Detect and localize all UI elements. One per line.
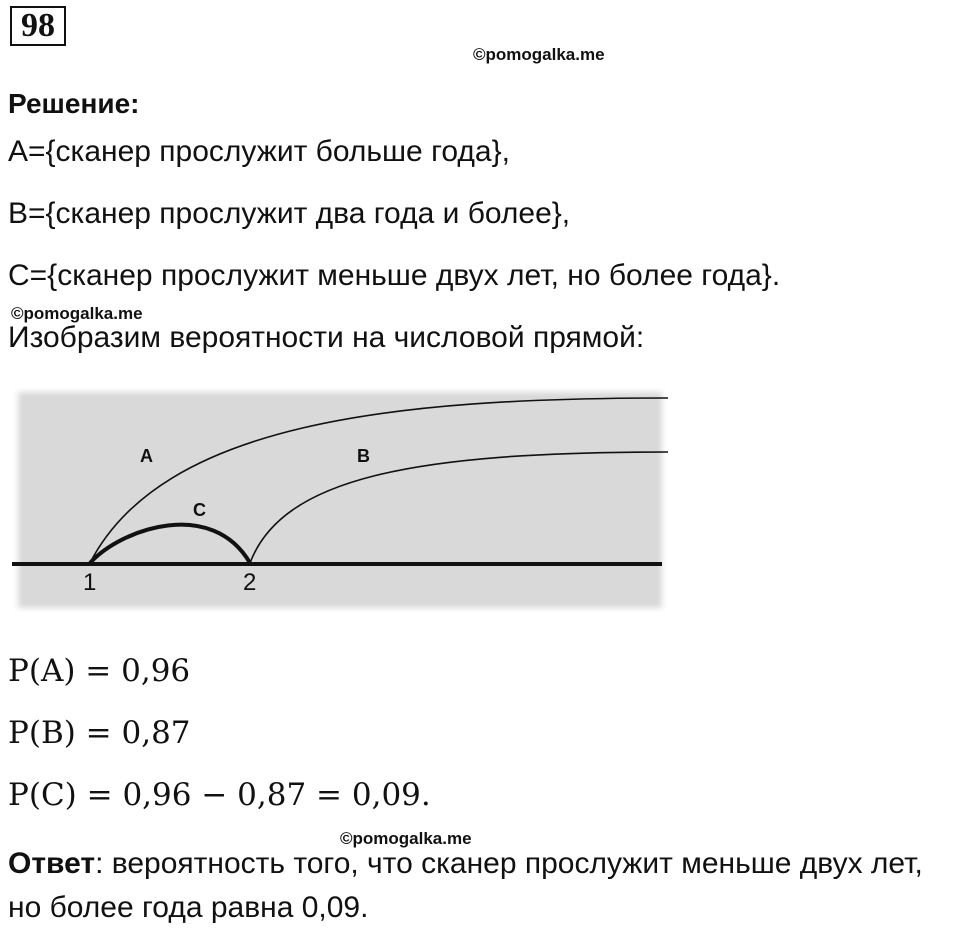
arc-b <box>249 451 668 564</box>
answer-label: Ответ <box>8 847 96 880</box>
arc-label-a: A <box>140 446 153 466</box>
arc-a <box>89 397 668 564</box>
watermark: ©pomogalka.me <box>340 829 472 848</box>
watermark: ©pomogalka.me <box>11 304 143 323</box>
number-line-diagram: A B C 1 2 <box>12 392 668 608</box>
answer: Ответ: вероятность того, что сканер прос… <box>8 842 953 930</box>
event-b-definition: B={сканер прослужит два года и более}, <box>8 197 571 230</box>
arc-c <box>88 522 252 565</box>
event-a-definition: A={сканер прослужит больше года}, <box>8 135 510 168</box>
formula-pa: P(A) = 0,96 <box>8 653 191 689</box>
diagram-intro: Изобразим вероятности на числовой прямой… <box>8 321 645 354</box>
solution-heading: Решение: <box>8 88 140 119</box>
event-c-definition: C={сканер прослужит меньше двух лет, но … <box>8 259 781 292</box>
problem-number: 98 <box>10 6 66 46</box>
arc-label-c: C <box>193 500 206 520</box>
formula-pc: P(C) = 0,96 − 0,87 = 0,09. <box>8 777 431 813</box>
watermark: ©pomogalka.me <box>473 45 605 64</box>
tick-label-1: 1 <box>83 569 96 596</box>
tick-label-2: 2 <box>243 569 256 596</box>
answer-text: : вероятность того, что сканер прослужит… <box>8 847 923 924</box>
formula-pb: P(B) = 0,87 <box>8 715 191 751</box>
arc-label-b: B <box>357 446 370 466</box>
